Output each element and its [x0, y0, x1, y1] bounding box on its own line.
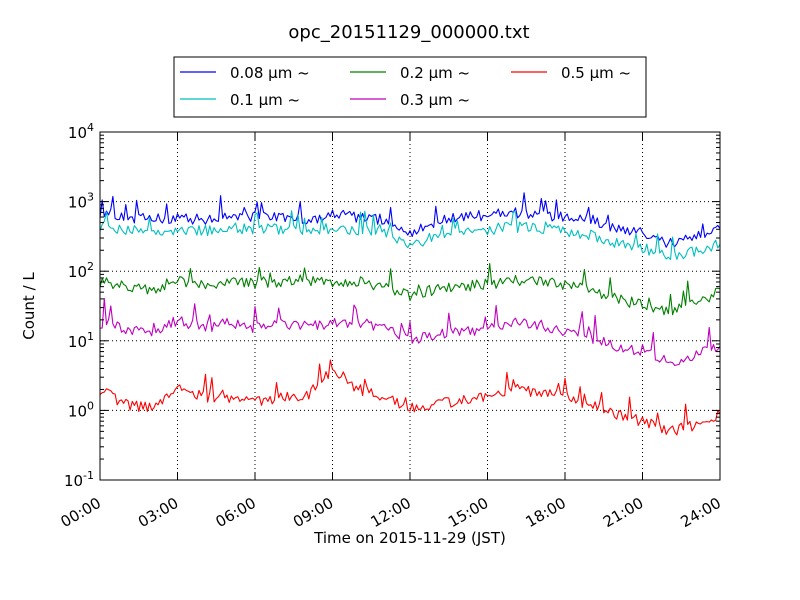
- legend-label: 0.5 μm ~: [561, 64, 631, 82]
- legend-label: 0.1 μm ~: [230, 91, 300, 109]
- legend-label: 0.2 μm ~: [400, 64, 470, 82]
- series-line: [99, 359, 721, 436]
- plot-background: [100, 132, 720, 480]
- series-line: [99, 262, 721, 316]
- y-tick-label: 10-1: [64, 469, 94, 490]
- y-tick-label: 101: [68, 330, 94, 351]
- y-tick-label: 102: [68, 260, 94, 281]
- legend-box: [173, 56, 647, 118]
- series-line: [99, 297, 721, 367]
- chart-title: opc_20151129_000000.txt: [288, 22, 529, 43]
- y-tick-labels: 10-1 100 101 102 103 104: [64, 121, 94, 490]
- y-axis-label: Count / L: [20, 272, 38, 340]
- series-group: [99, 192, 721, 436]
- ticks: [99, 131, 721, 481]
- plot-area: [99, 131, 721, 481]
- legend: 0.08 μm ~ 0.1 μm ~ 0.2 μm ~ 0.3 μm ~ 0.5 μm …: [173, 56, 647, 118]
- grid: [100, 132, 720, 480]
- y-tick-label: 103: [68, 191, 94, 212]
- legend-label: 0.3 μm ~: [400, 91, 470, 109]
- legend-label: 0.08 μm ~: [230, 64, 310, 82]
- series-line: [99, 192, 721, 248]
- series-line: [99, 210, 721, 261]
- y-tick-label: 100: [68, 399, 94, 420]
- x-axis-label: Time on 2015-11-29 (JST): [313, 529, 506, 547]
- y-tick-label: 104: [68, 121, 94, 142]
